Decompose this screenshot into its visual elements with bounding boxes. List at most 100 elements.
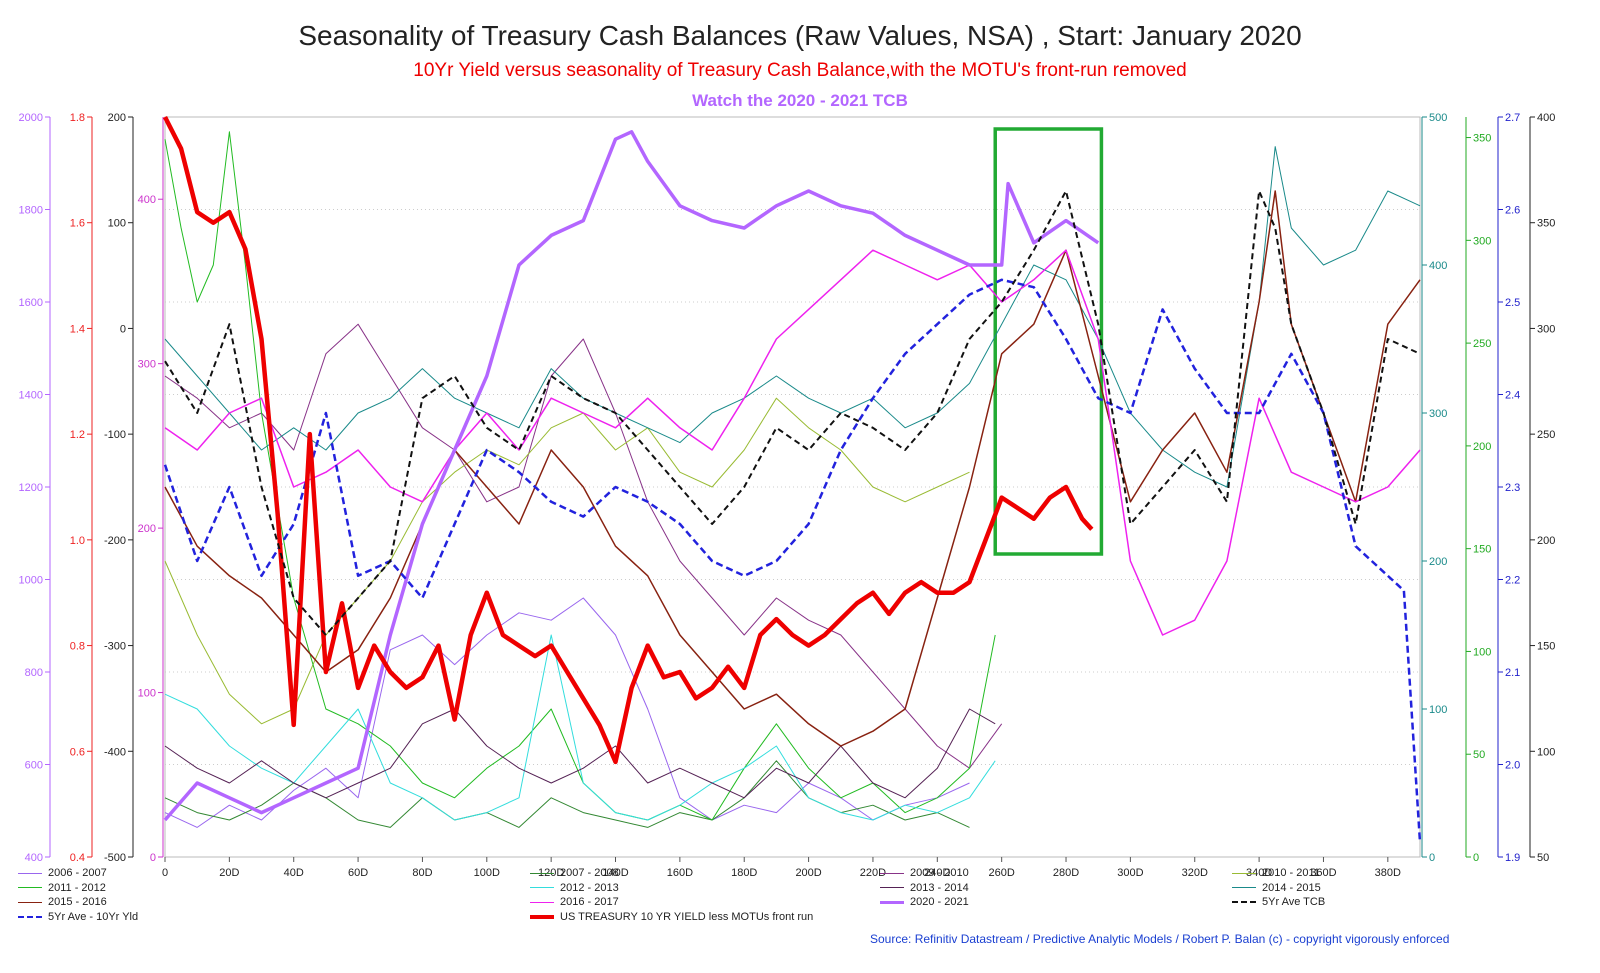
legend-swatch: [530, 872, 554, 874]
right-tick-label: 350: [1473, 133, 1491, 145]
x-tick-label: 220D: [860, 867, 886, 879]
x-tick-label: 60D: [348, 867, 368, 879]
legend-item: 5Yr Ave TCB: [1232, 895, 1325, 909]
x-tick-label: 160D: [667, 867, 693, 879]
legend-swatch: [880, 872, 904, 874]
right-tick-label: 50: [1537, 852, 1549, 864]
legend-label: 2020 - 2021: [910, 896, 969, 908]
x-tick-label: 260D: [989, 867, 1015, 879]
right-tick-label: 300: [1429, 408, 1447, 420]
left-tick-label: 200: [138, 523, 156, 535]
legend-label: 5Yr Ave - 10Yr Yld: [48, 910, 139, 923]
legend-label: 2012 - 2013: [560, 881, 619, 894]
left-tick-label: 1400: [19, 390, 43, 402]
left-tick-label: 0.6: [70, 746, 85, 758]
right-tick-label: 100: [1429, 704, 1447, 716]
right-tick-label: 2.0: [1505, 760, 1520, 772]
left-tick-label: 2000: [19, 112, 43, 124]
x-tick-label: 320D: [1182, 867, 1208, 879]
right-tick-label: 2.2: [1505, 575, 1520, 587]
right-tick-label: 300: [1537, 323, 1555, 335]
series-line: [163, 130, 1100, 822]
right-tick-label: 400: [1429, 260, 1447, 272]
left-tick-label: 1200: [19, 482, 43, 494]
legend-item: 2015 - 2016: [18, 895, 107, 909]
legend-item: 2006 - 2007: [18, 866, 107, 880]
legend-item: 5Yr Ave - 10Yr Yld: [18, 910, 138, 924]
legend-swatch: [1232, 901, 1256, 903]
x-tick-label: 240D: [924, 867, 950, 879]
legend-label: 2014 - 2015: [1262, 881, 1321, 894]
left-tick-label: 1800: [19, 205, 43, 217]
series-line: [164, 323, 1003, 769]
right-tick-label: 0: [1473, 852, 1479, 864]
left-tick-label: 200: [108, 112, 126, 124]
legend-swatch: [18, 872, 42, 874]
left-tick-label: 1.8: [70, 112, 85, 124]
legend-item: 2011 - 2012: [18, 881, 106, 895]
legend-swatch: [530, 887, 554, 888]
legend-item: 2020 - 2021: [880, 895, 969, 909]
x-tick-label: 180D: [731, 867, 757, 879]
x-tick-label: 80D: [412, 867, 432, 879]
chart-subtitle: 10Yr Yield versus seasonality of Treasur…: [413, 60, 1187, 81]
source-note: Source: Refinitiv Datastream / Predictiv…: [870, 932, 1450, 946]
legend-item: 2012 - 2013: [530, 881, 619, 895]
legend-swatch: [18, 915, 42, 918]
right-tick-label: 2.6: [1505, 205, 1520, 217]
right-tick-label: 2.5: [1505, 297, 1520, 309]
legend-label: 2015 - 2016: [48, 896, 107, 908]
right-tick-label: 2.1: [1505, 667, 1520, 679]
chart-title: Seasonality of Treasury Cash Balances (R…: [298, 20, 1302, 51]
legend-label: US TREASURY 10 YR YIELD less MOTUs front…: [560, 910, 814, 923]
series-line: [164, 708, 996, 799]
series-line: [164, 597, 970, 828]
x-tick-label: 100D: [474, 867, 500, 879]
left-tick-label: -200: [104, 535, 126, 547]
legend-item: 2009 - 2010: [880, 866, 969, 880]
legend-label: 2013 - 2014: [910, 881, 969, 894]
series-line: [163, 278, 1422, 843]
legend-label: 2007 - 2008: [560, 867, 619, 879]
series-line: [164, 190, 1421, 636]
series-line: [164, 249, 1421, 636]
right-tick-label: 150: [1473, 544, 1491, 556]
legend-label: 2011 - 2012: [48, 881, 106, 894]
right-tick-label: 350: [1537, 218, 1555, 230]
left-tick-label: 1.6: [70, 218, 85, 230]
right-tick-label: 0: [1429, 852, 1435, 864]
x-tick-label: 340D: [1246, 867, 1272, 879]
left-tick-label: 0.4: [70, 852, 85, 864]
legend-swatch: [530, 901, 554, 903]
legend-swatch: [1232, 887, 1256, 888]
left-tick-label: 100: [108, 218, 126, 230]
x-tick-label: 200D: [795, 867, 821, 879]
legend-label: 2009 - 2010: [910, 867, 969, 879]
left-tick-label: 1600: [19, 297, 43, 309]
series-line: [164, 190, 1421, 747]
left-tick-label: 1.4: [70, 323, 85, 335]
right-tick-label: 200: [1473, 441, 1491, 453]
right-tick-label: 250: [1537, 429, 1555, 441]
legend-label: 2016 - 2017: [560, 896, 619, 908]
right-tick-label: 2.7: [1505, 112, 1520, 124]
series-line: [164, 634, 996, 821]
legend-swatch: [880, 887, 904, 888]
legend-swatch: [530, 914, 554, 919]
right-tick-label: 250: [1473, 338, 1491, 350]
legend-label: 2006 - 2007: [48, 867, 107, 879]
left-tick-label: 600: [25, 760, 43, 772]
x-tick-label: 300D: [1117, 867, 1143, 879]
left-tick-label: 1.0: [70, 535, 85, 547]
right-tick-label: 400: [1537, 112, 1555, 124]
right-tick-label: 150: [1537, 641, 1555, 653]
left-tick-label: 100: [138, 688, 156, 700]
left-tick-label: 1000: [19, 575, 43, 587]
x-tick-label: 40D: [284, 867, 304, 879]
legend-item: 2013 - 2014: [880, 881, 969, 895]
left-tick-label: 0: [150, 852, 156, 864]
right-tick-label: 500: [1429, 112, 1447, 124]
legend-item: 2010 - 2011: [1232, 866, 1320, 880]
legend-item: US TREASURY 10 YR YIELD less MOTUs front…: [530, 910, 813, 924]
